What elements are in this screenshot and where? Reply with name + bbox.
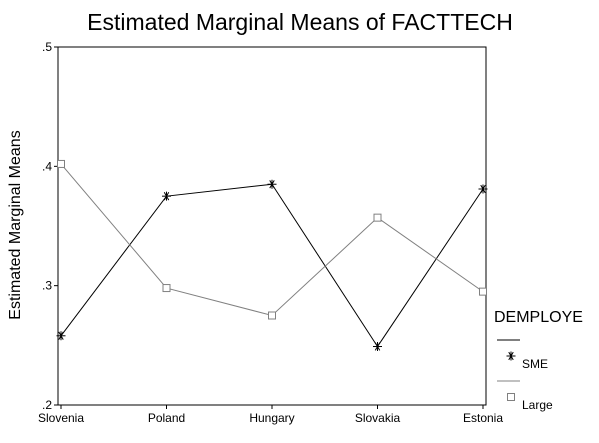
series-sme xyxy=(56,179,488,352)
legend-label: Large xyxy=(522,398,553,412)
y-tick-label: .5 xyxy=(42,40,52,54)
data-point xyxy=(56,331,66,341)
legend-item-sme: SME xyxy=(497,339,548,371)
legend-title: DEMPLOYE xyxy=(494,309,583,326)
y-axis-title: Estimated Marginal Means xyxy=(7,130,24,319)
y-tick-label: .4 xyxy=(42,159,52,173)
data-point xyxy=(57,159,65,168)
x-tick-label: Slovenia xyxy=(38,411,84,425)
y-axis-ticks: .2 .3 .4 .5 xyxy=(42,40,58,412)
data-point xyxy=(267,179,277,189)
legend-marker xyxy=(506,351,516,361)
series-large xyxy=(57,159,487,320)
chart-title: Estimated Marginal Means of FACTTECH xyxy=(87,9,513,35)
data-point xyxy=(479,287,487,296)
x-tick-label: Slovakia xyxy=(355,411,401,425)
x-tick-label: Hungary xyxy=(249,411,294,425)
series-line xyxy=(60,183,484,348)
data-point xyxy=(162,191,171,201)
data-point xyxy=(268,311,276,320)
legend-label: SME xyxy=(522,357,548,371)
series-layer xyxy=(56,159,488,352)
y-tick-label: .2 xyxy=(42,398,52,412)
x-axis-ticks: Slovenia Poland Hungary Slovakia Estonia xyxy=(38,405,503,425)
legend: DEMPLOYE SME Large xyxy=(494,309,583,412)
x-tick-label: Estonia xyxy=(463,411,503,425)
legend-item-large: Large xyxy=(497,380,553,412)
x-tick-label: Poland xyxy=(148,411,185,425)
plot-area-frame xyxy=(57,46,487,406)
data-point xyxy=(373,342,382,352)
data-point xyxy=(162,284,171,293)
legend-items: SME Large xyxy=(497,339,553,412)
legend-marker xyxy=(507,393,515,401)
data-point xyxy=(373,213,382,222)
data-point xyxy=(478,184,488,194)
y-tick-label: .3 xyxy=(42,279,52,293)
